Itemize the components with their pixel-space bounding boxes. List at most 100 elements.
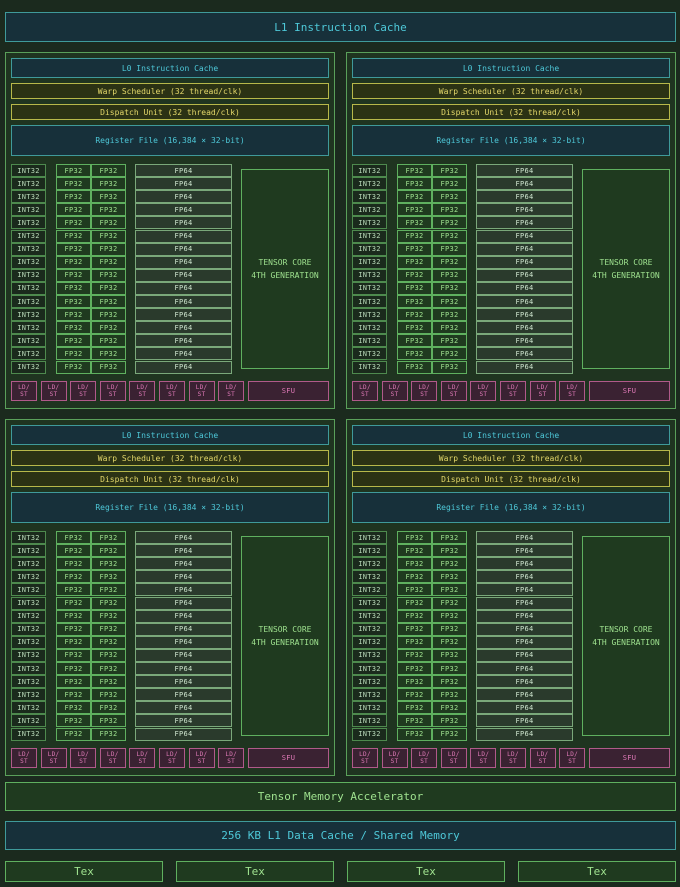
fp64-unit: FP64: [476, 242, 573, 256]
fp32-unit: FP32: [397, 203, 432, 217]
ld-st-label: LD/: [225, 751, 238, 758]
fp32-unit: FP32: [397, 177, 432, 191]
ld-st-unit: LD/ST: [11, 381, 37, 401]
int32-unit: INT32: [11, 583, 46, 597]
int32-unit: INT32: [11, 164, 46, 178]
tensor-core: TENSOR CORE 4TH GENERATION: [582, 536, 670, 736]
fp32-unit: FP32: [432, 308, 467, 322]
fp32-unit: FP32: [432, 229, 467, 243]
ld-st-label: ST: [168, 391, 176, 398]
fp32-unit: FP32: [432, 583, 467, 597]
ld-st-label: ST: [20, 758, 28, 765]
fp32-unit: FP32: [432, 596, 467, 610]
int32-unit: INT32: [11, 216, 46, 230]
ld-st-label: ST: [168, 758, 176, 765]
fp64-unit: FP64: [135, 321, 232, 335]
int32-unit: INT32: [352, 531, 387, 545]
int32-unit: INT32: [11, 675, 46, 689]
ld-st-label: ST: [20, 391, 28, 398]
fp64-unit: FP64: [476, 268, 573, 282]
ld-st-unit: LD/ST: [70, 381, 97, 401]
int32-unit: INT32: [11, 229, 46, 243]
fp64-unit: FP64: [135, 583, 232, 597]
fp64-unit: FP64: [476, 177, 573, 191]
fp64-unit: FP64: [476, 308, 573, 322]
fp64-unit: FP64: [135, 347, 232, 361]
ld-st-label: ST: [197, 391, 206, 398]
ld-st-label: LD/: [195, 384, 208, 391]
ld-st-label: ST: [568, 391, 577, 398]
ld-st-label: ST: [138, 758, 147, 765]
ld-st-label: LD/: [536, 751, 549, 758]
fp64-unit: FP64: [135, 714, 232, 728]
int32-unit: INT32: [11, 701, 46, 715]
fp32-unit: FP32: [397, 255, 432, 269]
fp32-unit: FP32: [432, 635, 467, 649]
fp32-unit: FP32: [91, 216, 126, 230]
int32-unit: INT32: [352, 255, 387, 269]
ld-st-label: ST: [49, 391, 58, 398]
fp32-unit: FP32: [432, 544, 467, 558]
fp32-unit: FP32: [432, 570, 467, 584]
ld-st-label: ST: [361, 758, 369, 765]
int32-unit: INT32: [352, 164, 387, 178]
fp32-unit: FP32: [397, 347, 432, 361]
fp32-unit: FP32: [56, 308, 91, 322]
fp32-unit: FP32: [56, 203, 91, 217]
fp32-unit: FP32: [432, 164, 467, 178]
int32-unit: INT32: [11, 308, 46, 322]
int32-unit: INT32: [352, 583, 387, 597]
fp32-unit: FP32: [91, 570, 126, 584]
int32-unit: INT32: [11, 295, 46, 309]
fp64-unit: FP64: [476, 216, 573, 230]
ld-st-label: LD/: [166, 384, 178, 391]
int32-unit: INT32: [352, 190, 387, 204]
fp32-unit: FP32: [56, 347, 91, 361]
fp32-unit: FP32: [56, 360, 91, 374]
tensor-core-label: TENSOR CORE: [599, 625, 653, 634]
ld-st-unit: LD/ST: [218, 381, 245, 401]
fp32-unit: FP32: [56, 570, 91, 584]
int32-unit: INT32: [352, 675, 387, 689]
int32-unit: INT32: [352, 648, 387, 662]
fp64-unit: FP64: [135, 675, 232, 689]
fp32-unit: FP32: [56, 583, 91, 597]
int32-unit: INT32: [352, 596, 387, 610]
fp32-unit: FP32: [91, 635, 126, 649]
fp32-unit: FP32: [432, 727, 467, 741]
dispatch-unit: Dispatch Unit (32 thread/clk): [11, 104, 329, 120]
sfu-unit: SFU: [589, 748, 670, 768]
tensor-memory-accelerator: Tensor Memory Accelerator: [5, 782, 676, 811]
fp32-unit: FP32: [56, 675, 91, 689]
fp32-unit: FP32: [56, 648, 91, 662]
fp64-unit: FP64: [476, 570, 573, 584]
fp64-unit: FP64: [135, 701, 232, 715]
fp32-unit: FP32: [56, 622, 91, 636]
fp32-unit: FP32: [56, 662, 91, 676]
fp32-unit: FP32: [91, 308, 126, 322]
fp32-unit: FP32: [91, 675, 126, 689]
fp32-unit: FP32: [432, 190, 467, 204]
fp64-unit: FP64: [135, 203, 232, 217]
int32-unit: INT32: [352, 281, 387, 295]
fp64-unit: FP64: [476, 635, 573, 649]
fp64-unit: FP64: [135, 190, 232, 204]
fp64-unit: FP64: [135, 531, 232, 545]
ld-st-label: LD/: [388, 751, 401, 758]
ld-st-label: ST: [197, 758, 206, 765]
int32-unit: INT32: [11, 190, 46, 204]
fp32-unit: FP32: [91, 544, 126, 558]
ld-st-label: ST: [79, 758, 88, 765]
int32-unit: INT32: [11, 347, 46, 361]
ld-st-label: ST: [390, 391, 399, 398]
ld-st-unit: LD/ST: [411, 381, 438, 401]
fp32-unit: FP32: [91, 321, 126, 335]
fp32-unit: FP32: [432, 648, 467, 662]
ld-st-label: LD/: [418, 751, 431, 758]
ld-st-label: ST: [49, 758, 58, 765]
ld-st-unit: LD/ST: [470, 381, 497, 401]
fp32-unit: FP32: [397, 308, 432, 322]
fp32-unit: FP32: [397, 321, 432, 335]
int32-unit: INT32: [11, 242, 46, 256]
fp64-unit: FP64: [135, 255, 232, 269]
